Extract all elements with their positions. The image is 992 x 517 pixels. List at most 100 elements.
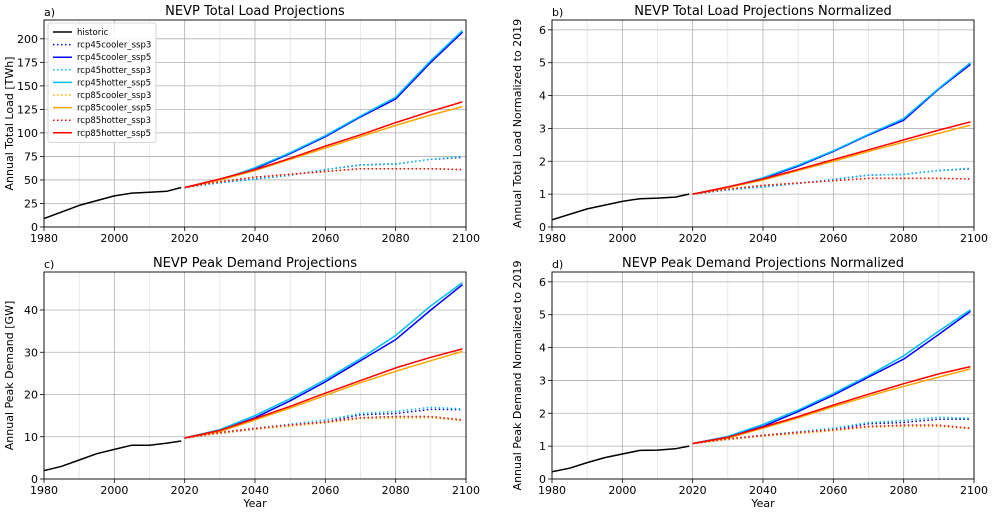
x-axis-label: Year [750,497,775,510]
x-tick-label: 2060 [819,232,847,245]
legend-label: rcp85hotter_ssp3 [77,116,151,126]
y-tick-label: 200 [17,33,38,46]
y-tick-label: 125 [17,103,38,116]
legend-label: historic [77,28,109,38]
y-tick-label: 6 [539,276,546,289]
series-group [552,309,971,473]
series-line-historic [552,193,690,221]
x-tick-label: 2040 [241,484,269,497]
x-tick-label: 1980 [538,232,566,245]
series-line-rcp85hotter_ssp3 [692,177,971,195]
y-tick-label: 0 [539,473,546,486]
panel-4: 1980 2000 2020 2040 2060 2080 2100 0 1 2 3 4 5 6 NEVP … [511,256,988,510]
y-tick-label: 4 [539,90,546,103]
x-tick-label: 2000 [100,232,128,245]
chart-title: NEVP Peak Demand Projections [153,256,357,271]
x-tick-label: 2080 [382,232,410,245]
x-tick-label: 2020 [679,484,707,497]
legend-label: rcp45hotter_ssp5 [77,78,151,88]
legend-label: rcp45cooler_ssp3 [77,41,151,51]
panel-label: a) [44,6,55,19]
x-tick-label: 2020 [679,232,707,245]
y-tick-label: 40 [24,304,38,317]
y-tick-label: 3 [539,122,546,135]
x-tick-label: 2000 [608,232,636,245]
series-group [552,62,971,221]
y-tick-label: 100 [17,127,38,140]
x-tick-label: 1980 [30,232,58,245]
y-tick-label: 4 [539,342,546,355]
series-line-historic [552,445,690,473]
series-line-rcp45hotter_ssp3 [692,416,971,445]
legend-label: rcp45cooler_ssp5 [77,53,151,63]
y-tick-label: 5 [539,57,546,70]
series-line-rcp45cooler_ssp3 [184,408,463,439]
panel-label: b) [552,6,563,19]
x-tick-label: 2080 [890,232,918,245]
legend: historic rcp45cooler_ssp3 rcp45cooler_ssp5… [47,22,157,143]
x-tick-label: 2000 [608,484,636,497]
series-line-rcp85cooler_ssp5 [692,368,971,445]
chart-title: NEVP Total Load Projections Normalized [634,4,892,19]
x-tick-label: 2020 [171,484,199,497]
panel-1: 1980 2000 2020 2040 2060 2080 2100 0 25 50 75 100 12… [3,4,480,245]
y-tick-label: 0 [31,473,38,486]
x-tick-label: 1980 [538,484,566,497]
x-tick-label: 2080 [890,484,918,497]
x-tick-label: 2100 [960,232,988,245]
y-tick-label: 75 [24,150,38,163]
series-line-rcp45hotter_ssp3 [184,155,463,189]
series-line-rcp85cooler_ssp5 [184,105,463,189]
series-line-historic [44,186,182,220]
y-tick-label: 2 [539,155,546,168]
y-tick-label: 3 [539,374,546,387]
legend-label: rcp85cooler_ssp3 [77,91,151,101]
panel-label: c) [44,258,54,271]
chart-title: NEVP Total Load Projections [165,4,345,19]
y-tick-label: 25 [24,197,38,210]
x-tick-label: 2060 [311,232,339,245]
y-axis-label: Annual Total Load Normalized to 2019 [511,19,524,228]
series-line-rcp45hotter_ssp5 [184,281,463,439]
y-tick-label: 5 [539,309,546,322]
series-line-rcp85cooler_ssp3 [184,416,463,439]
panel-3: 1980 2000 2020 2040 2060 2080 2100 0 10 20 30 40 NEV… [3,256,480,510]
y-axis-label: Annual Peak Demand [GW] [3,301,16,450]
series-line-rcp45hotter_ssp3 [692,167,971,195]
legend-label: rcp85cooler_ssp5 [77,104,151,114]
legend-label: rcp85hotter_ssp5 [77,129,151,139]
x-tick-label: 2060 [311,484,339,497]
x-tick-label: 1980 [30,484,58,497]
y-tick-label: 0 [31,221,38,234]
series-line-rcp85hotter_ssp3 [692,424,971,445]
x-tick-label: 2040 [749,484,777,497]
y-tick-label: 1 [539,188,546,201]
y-tick-label: 150 [17,80,38,93]
y-tick-label: 0 [539,221,546,234]
x-tick-label: 2040 [241,232,269,245]
series-line-rcp85hotter_ssp5 [692,121,971,195]
y-axis-label: Annual Total Load [TWh] [3,57,16,191]
series-line-historic [44,440,182,472]
x-tick-label: 2060 [819,484,847,497]
y-tick-label: 50 [24,174,38,187]
chart-title: NEVP Peak Demand Projections Normalized [622,256,904,271]
x-tick-label: 2100 [452,232,480,245]
series-line-rcp85cooler_ssp3 [692,425,971,445]
x-tick-label: 2080 [382,484,410,497]
x-tick-label: 2100 [452,484,480,497]
panel-2: 1980 2000 2020 2040 2060 2080 2100 0 1 2 3 4 5 6 NEVP … [511,4,988,245]
y-tick-label: 2 [539,407,546,420]
series-line-rcp45hotter_ssp3 [184,406,463,439]
x-axis-label: Year [242,497,267,510]
series-line-rcp45hotter_ssp5 [692,309,971,445]
y-tick-label: 6 [539,24,546,37]
panel-label: d) [552,258,563,271]
series-line-rcp85cooler_ssp5 [184,350,463,439]
y-tick-label: 30 [24,346,38,359]
series-group [44,281,463,472]
legend-label: rcp45hotter_ssp3 [77,66,151,76]
legend-box [47,22,157,143]
